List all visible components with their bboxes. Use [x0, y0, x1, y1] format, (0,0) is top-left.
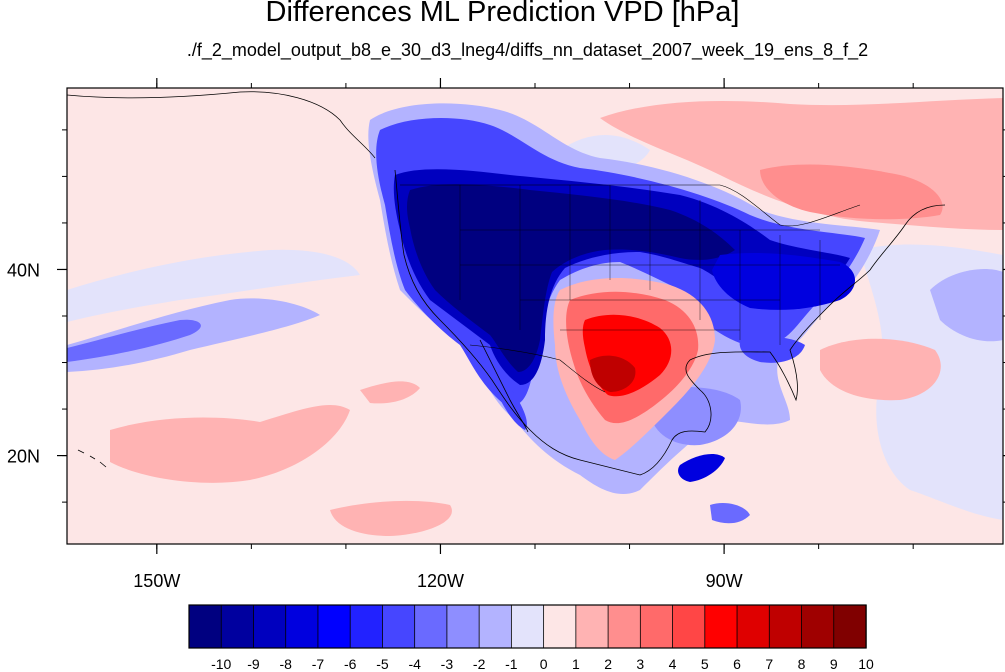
colorbar-swatch — [220, 604, 255, 649]
colorbar-swatch — [801, 604, 835, 649]
lon-tick-label: 150W — [133, 571, 180, 591]
colorbar-swatch — [575, 604, 609, 649]
axis-tick-labels: 150W 120W 90W 40N 20N — [7, 260, 743, 591]
caribbean-blue — [710, 503, 750, 524]
east-blue-band — [712, 252, 855, 310]
colorbar-tick-label: 10 — [858, 656, 874, 672]
colorbar-swatch — [543, 604, 577, 649]
colorbar-swatch — [833, 604, 867, 649]
us-mexico-border — [469, 344, 606, 393]
colorbar-swatch — [736, 604, 770, 649]
colorbar-tick-label: 8 — [798, 656, 806, 672]
colorbar-tick-label: -3 — [441, 656, 454, 672]
colorbar-tick-label: -10 — [211, 656, 231, 672]
colorbar-labels: -10 -9 -8 -7 -6 -5 -4 -3 -2 -1 0 1 2 3 4 5 6 7 8 9 10 — [211, 656, 874, 672]
lon-tick-label: 120W — [417, 571, 464, 591]
colorbar-frame — [188, 604, 867, 649]
alaska-coast — [67, 91, 376, 159]
atlantic-blue-patch — [930, 269, 1003, 342]
colorbar-tick-label: 0 — [540, 656, 548, 672]
colorbar-tick-label: -7 — [312, 656, 325, 672]
colorbar-swatch — [285, 604, 319, 649]
colorbar-swatch — [639, 604, 674, 649]
yucatan-blue — [678, 454, 725, 482]
colorbar-tick-label: 3 — [636, 656, 644, 672]
north-america-blue-core — [407, 184, 735, 372]
difference-field — [67, 91, 1003, 536]
colorbar-tick-label: -8 — [279, 656, 292, 672]
colorbar-tick-label: 7 — [765, 656, 773, 672]
colorbar-tick-label: 1 — [572, 656, 580, 672]
colorbar-swatch — [768, 604, 803, 649]
lat-tick-label: 40N — [7, 260, 40, 280]
pacific-blue-band — [67, 298, 320, 372]
colorbar-tick-label: 4 — [669, 656, 677, 672]
colorbar-swatch — [188, 604, 222, 649]
colorbar-tick-label: -4 — [408, 656, 421, 672]
hawaii-islands — [77, 449, 107, 468]
colorbar-swatch — [414, 604, 448, 649]
texas-red-core — [590, 355, 636, 392]
canada-red-core — [760, 164, 943, 220]
colorbar-swatch — [253, 604, 287, 649]
lat-tick-label: 20N — [7, 447, 40, 467]
colorbar-swatch — [478, 604, 513, 649]
pacific-red-patch — [110, 405, 350, 483]
state-lines — [459, 185, 840, 345]
colorbar-swatch — [672, 604, 706, 649]
colorbar-swatch — [446, 604, 480, 649]
colorbar-swatch — [704, 604, 738, 649]
pacific-red-south — [330, 500, 452, 536]
north-america-coastline — [394, 169, 946, 476]
colorbar-tick-label: 2 — [604, 656, 612, 672]
lon-tick-label: 90W — [706, 571, 743, 591]
colorbar-tick-label: 5 — [701, 656, 709, 672]
pacific-light-blue — [67, 249, 360, 322]
pacific-red-north — [360, 381, 420, 404]
us-border-line — [400, 184, 861, 227]
baja-peninsula-coastline — [479, 339, 529, 433]
colorbar-swatch — [317, 604, 351, 649]
colorbar-swatch — [349, 604, 384, 649]
map-subtitle: ./f_2_model_output_b8_e_30_d3_lneg4/diff… — [186, 40, 869, 60]
colorbar-tick-label: -2 — [473, 656, 486, 672]
colorbar-tick-label: -1 — [505, 656, 518, 672]
southeast-blue — [739, 336, 805, 363]
colorbar-tick-label: 9 — [830, 656, 838, 672]
colorbar-swatch — [607, 604, 642, 649]
baja-blue — [480, 360, 527, 430]
atlantic-red-patch — [820, 338, 941, 401]
colorbar — [188, 604, 867, 649]
colorbar-tick-label: -5 — [376, 656, 389, 672]
pacific-blue-core — [67, 319, 201, 362]
colorbar-swatch — [510, 604, 545, 649]
colorbar-tick-label: -6 — [344, 656, 357, 672]
colorbar-swatch — [382, 604, 416, 649]
map-title: Differences ML Prediction VPD [hPa] — [265, 0, 740, 28]
colorbar-tick-label: -9 — [247, 656, 260, 672]
colorbar-tick-label: 6 — [733, 656, 741, 672]
